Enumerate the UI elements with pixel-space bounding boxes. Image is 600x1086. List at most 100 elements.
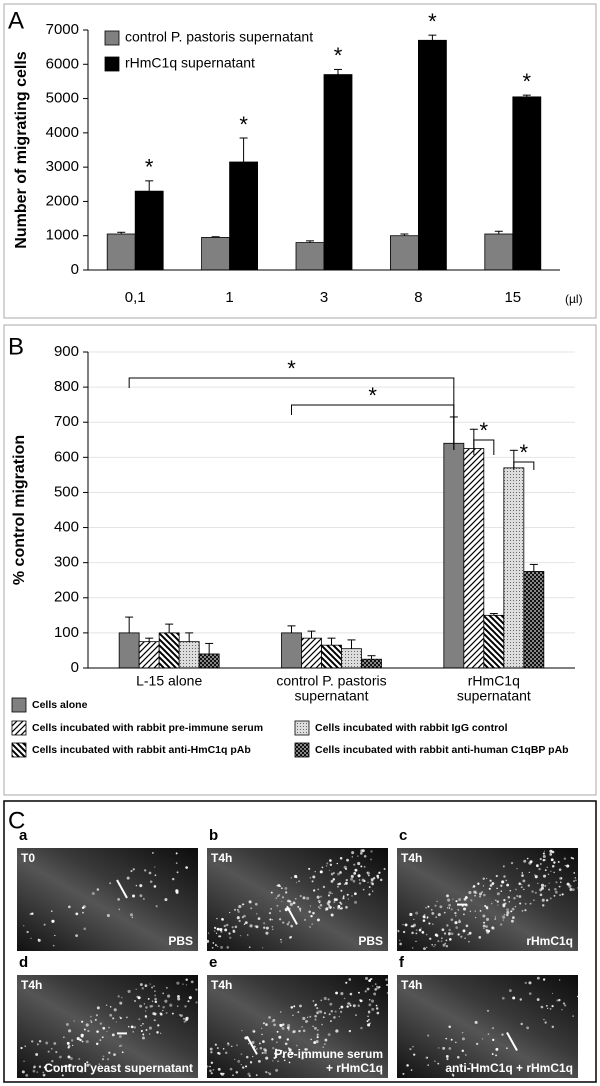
cell-speck bbox=[247, 1072, 251, 1076]
cell-speck bbox=[139, 894, 143, 898]
bar bbox=[443, 442, 465, 669]
cell-speck bbox=[293, 1005, 296, 1008]
cell-speck bbox=[326, 902, 330, 905]
cell-speck bbox=[373, 877, 376, 880]
cell-speck bbox=[223, 924, 227, 928]
cell-speck bbox=[415, 929, 418, 932]
cell-speck bbox=[209, 1065, 211, 1068]
cell-speck bbox=[239, 934, 242, 937]
cell-speck bbox=[301, 1026, 303, 1028]
cell-speck bbox=[327, 894, 330, 897]
cell-speck bbox=[287, 1028, 290, 1031]
cell-speck bbox=[368, 1018, 370, 1021]
cell-speck bbox=[540, 1005, 544, 1009]
cell-speck bbox=[568, 884, 572, 888]
cell-speck bbox=[386, 984, 389, 986]
cell-speck bbox=[319, 907, 321, 910]
x-unit-label: (µl) bbox=[565, 292, 583, 306]
cell-speck bbox=[561, 893, 564, 896]
cell-speck bbox=[176, 1005, 179, 1007]
cell-speck bbox=[543, 874, 547, 878]
cell-speck bbox=[148, 871, 152, 875]
cell-speck bbox=[349, 1004, 352, 1007]
cell-speck bbox=[281, 887, 283, 889]
cell-speck bbox=[437, 913, 441, 917]
cell-speck bbox=[572, 1015, 574, 1017]
cell-speck bbox=[83, 1028, 86, 1031]
image-caption: anti-HmC1q + rHmC1q bbox=[445, 1061, 573, 1075]
cell-speck bbox=[279, 1023, 282, 1027]
cell-speck bbox=[36, 1043, 39, 1046]
cell-speck bbox=[275, 1048, 277, 1051]
cell-speck bbox=[562, 1002, 566, 1005]
cell-speck bbox=[526, 1026, 529, 1030]
cell-speck bbox=[500, 884, 503, 887]
cell-speck bbox=[144, 985, 147, 987]
cell-speck bbox=[497, 904, 499, 906]
cell-speck bbox=[119, 1017, 122, 1020]
cell-speck bbox=[413, 1053, 416, 1056]
cell-speck bbox=[423, 913, 426, 916]
cell-speck bbox=[570, 856, 573, 859]
image-caption: Control yeast supernatant bbox=[44, 1061, 193, 1075]
cell-speck bbox=[550, 870, 552, 873]
cell-speck bbox=[475, 916, 477, 919]
cell-speck bbox=[402, 930, 406, 934]
image-letter: d bbox=[19, 954, 28, 971]
cell-speck bbox=[143, 1003, 146, 1005]
cell-speck bbox=[210, 1072, 213, 1075]
cell-speck bbox=[368, 1003, 372, 1007]
cell-speck bbox=[433, 945, 435, 948]
cell-speck bbox=[310, 1038, 312, 1041]
y-tick-label: 200 bbox=[54, 589, 79, 606]
cell-speck bbox=[232, 930, 236, 933]
cell-speck bbox=[68, 1029, 72, 1033]
cell-speck bbox=[465, 924, 469, 928]
cell-speck bbox=[512, 916, 515, 919]
cell-speck bbox=[175, 852, 178, 855]
cell-speck bbox=[454, 921, 458, 925]
cell-speck bbox=[213, 930, 216, 932]
cell-speck bbox=[279, 1011, 282, 1013]
panel-a-frame bbox=[3, 3, 597, 319]
cell-speck bbox=[479, 892, 482, 896]
cell-speck bbox=[474, 891, 478, 895]
cell-speck bbox=[304, 918, 307, 921]
cell-speck bbox=[488, 887, 491, 890]
bar bbox=[523, 571, 545, 669]
y-tick-label: 5000 bbox=[46, 90, 79, 107]
cell-speck bbox=[538, 867, 541, 871]
y-tick-label: 800 bbox=[54, 378, 79, 395]
cell-speck bbox=[313, 1041, 317, 1044]
cell-speck bbox=[487, 1009, 490, 1012]
cell-speck bbox=[520, 886, 523, 889]
cell-speck bbox=[524, 902, 527, 905]
cell-speck bbox=[329, 1020, 332, 1023]
cell-speck bbox=[67, 1055, 71, 1059]
significance-star: * bbox=[368, 383, 377, 408]
cell-speck bbox=[379, 878, 383, 882]
x-tick-label: 15 bbox=[504, 289, 521, 306]
cell-speck bbox=[159, 1012, 162, 1015]
cell-speck bbox=[255, 925, 259, 929]
cell-speck bbox=[506, 913, 509, 917]
cell-speck bbox=[370, 858, 373, 861]
cell-speck bbox=[446, 924, 449, 927]
cell-speck bbox=[154, 990, 156, 992]
cell-speck bbox=[119, 1001, 123, 1005]
cell-speck bbox=[528, 981, 532, 985]
legend-swatch bbox=[294, 742, 310, 758]
cell-speck bbox=[277, 1060, 279, 1062]
cell-speck bbox=[31, 912, 34, 915]
cell-speck bbox=[184, 1005, 187, 1008]
cell-speck bbox=[542, 852, 545, 855]
cell-speck bbox=[406, 1064, 409, 1067]
cell-speck bbox=[455, 1041, 457, 1044]
cell-speck bbox=[375, 1007, 379, 1010]
cell-speck bbox=[321, 866, 324, 869]
cell-speck bbox=[132, 868, 135, 871]
cell-speck bbox=[351, 895, 353, 897]
cell-speck bbox=[219, 928, 223, 932]
cell-speck bbox=[282, 1023, 285, 1026]
cell-speck bbox=[229, 936, 232, 939]
